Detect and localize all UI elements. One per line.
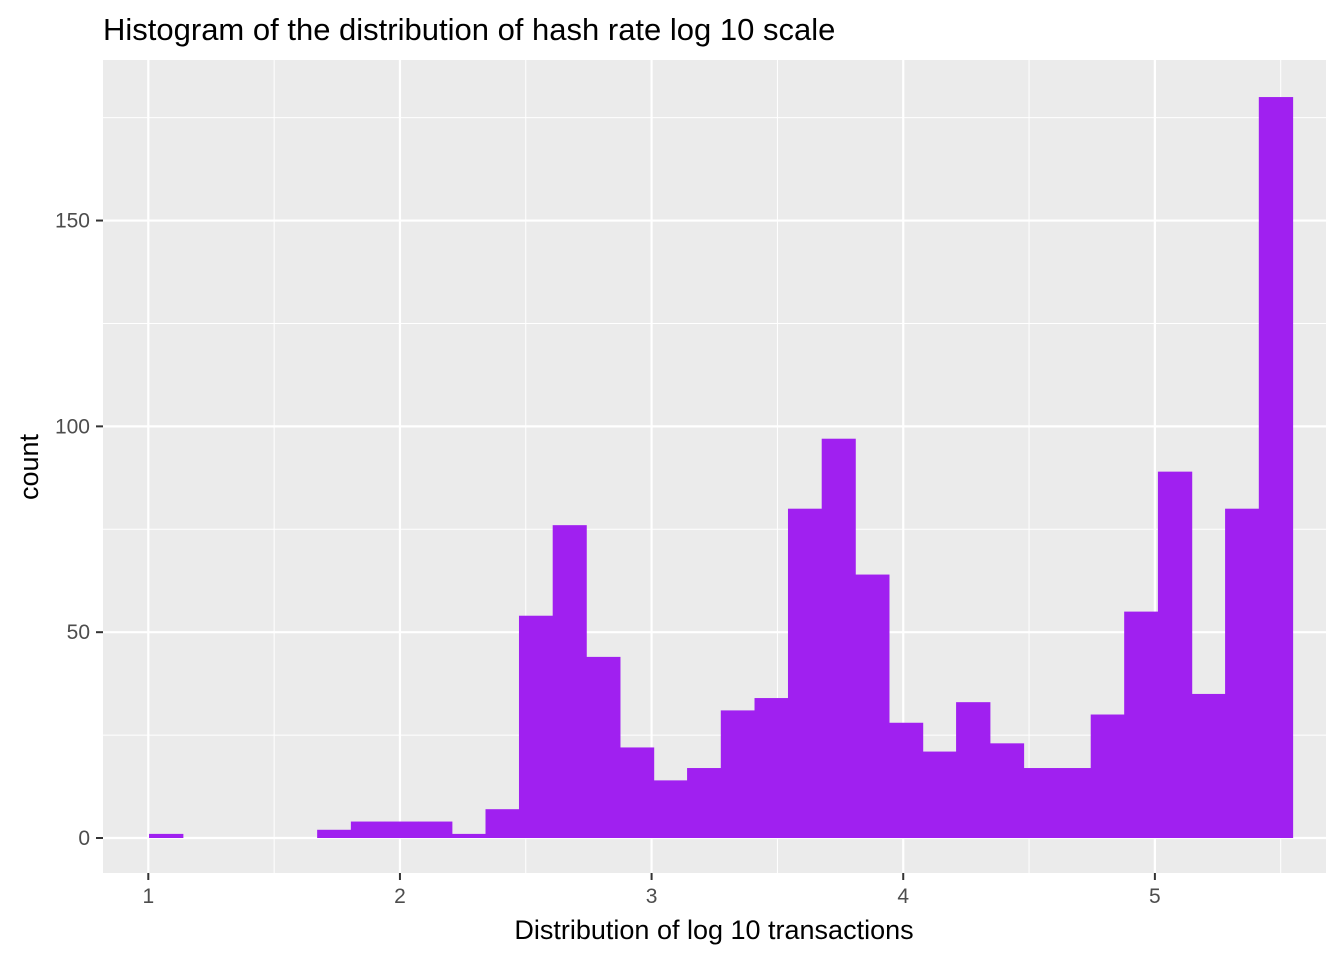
histogram-bar-23 [922, 751, 957, 839]
histogram-bar-11 [518, 615, 554, 839]
histogram-bar-25 [989, 743, 1025, 839]
histogram-bar-9 [451, 833, 487, 839]
histogram-bar-6 [350, 821, 386, 839]
histogram-bar-8 [418, 821, 453, 839]
y-axis-title: count [14, 433, 44, 500]
y-axis-tick-labels: 0 50 100 150 [55, 210, 90, 850]
histogram-bar-16 [687, 768, 722, 839]
chart-title: Histogram of the distribution of hash ra… [103, 12, 835, 47]
x-tick-label: 1 [142, 885, 154, 908]
histogram-bar-21 [855, 574, 890, 839]
histogram-bar-32 [1225, 508, 1260, 839]
histogram-bar-7 [384, 821, 419, 839]
histogram-bar-24 [956, 702, 991, 839]
histogram-bar-14 [619, 747, 655, 839]
x-tick-label: 5 [1149, 885, 1161, 908]
histogram-bar-17 [720, 710, 756, 839]
histogram-bar-10 [485, 809, 520, 839]
histogram-bar-13 [586, 656, 621, 839]
histogram-bar-20 [821, 438, 856, 839]
histogram-bar-15 [653, 780, 688, 839]
histogram-bar-12 [552, 525, 587, 839]
histogram-bar-19 [787, 508, 823, 839]
histogram-bar-22 [888, 722, 924, 839]
histogram-bars [149, 97, 1294, 839]
major-gridlines [103, 60, 1326, 873]
x-tick-label: 2 [394, 885, 406, 908]
y-tick-label: 0 [78, 827, 90, 850]
histogram-bar-26 [1023, 768, 1058, 839]
y-tick-label: 50 [67, 621, 90, 644]
y-axis-ticks [96, 219, 103, 840]
histogram-bar-18 [754, 698, 789, 839]
histogram-bar-27 [1056, 768, 1092, 839]
x-tick-label: 3 [646, 885, 658, 908]
x-tick-label: 4 [897, 885, 909, 908]
y-tick-label: 150 [55, 210, 90, 233]
histogram-bar-28 [1090, 714, 1125, 839]
x-axis-title: Distribution of log 10 transactions [514, 915, 913, 945]
histogram-bar-29 [1124, 611, 1159, 839]
histogram-bar-0 [149, 833, 184, 839]
histogram-bar-5 [317, 829, 352, 839]
x-axis-ticks [147, 873, 1156, 880]
histogram-bar-33 [1258, 97, 1294, 839]
y-tick-label: 100 [55, 415, 90, 438]
x-axis-tick-labels: 1 2 3 4 5 [142, 885, 1160, 908]
histogram-bar-31 [1191, 693, 1226, 839]
histogram-bar-30 [1157, 471, 1193, 839]
